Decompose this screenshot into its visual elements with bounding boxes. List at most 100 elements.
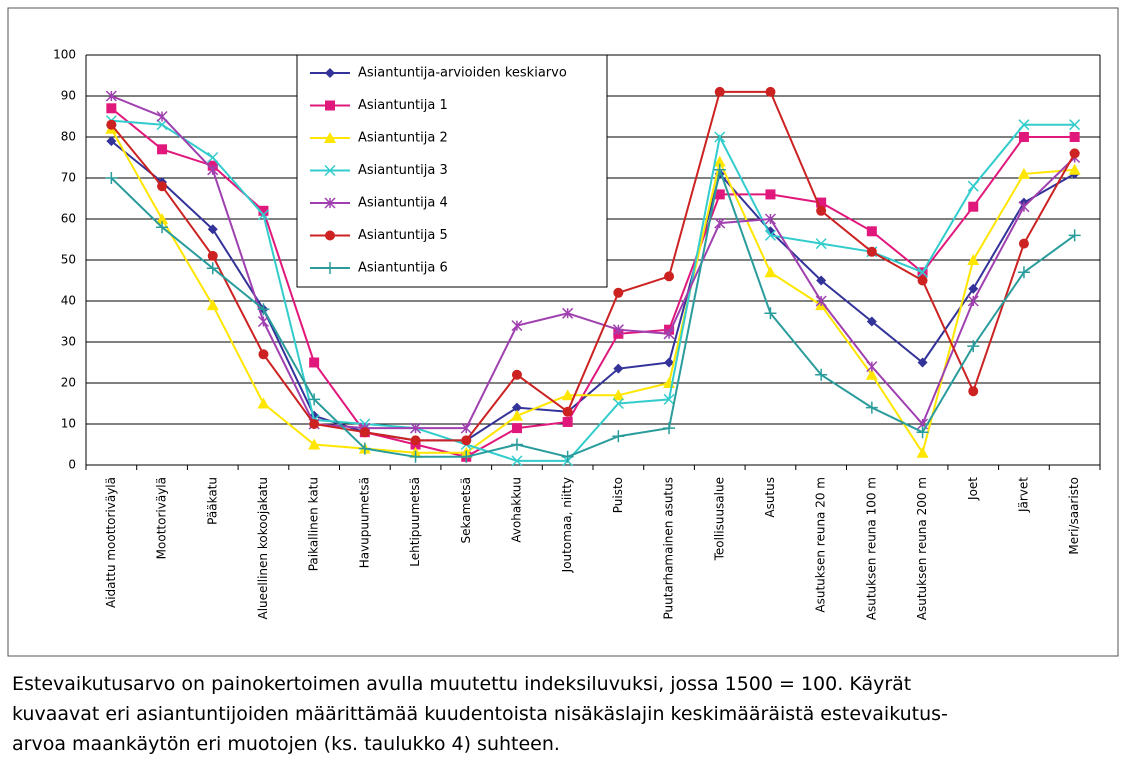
x-tick-label: Paikallinen katu: [307, 477, 321, 571]
marker: [207, 224, 218, 235]
x-tick-label: Asutuksen reuna 100 m: [864, 477, 878, 620]
x-tick-label: Asutus: [763, 477, 777, 518]
marker: [1018, 238, 1029, 249]
marker: [917, 275, 928, 286]
marker: [309, 357, 320, 368]
marker: [664, 357, 675, 368]
x-tick-label: Joutomaa, niitty: [560, 477, 574, 573]
legend-label: Asiantuntija 6: [358, 261, 448, 276]
marker: [409, 450, 422, 463]
marker: [156, 213, 169, 224]
marker: [967, 340, 980, 353]
marker: [511, 320, 523, 332]
marker: [865, 368, 878, 380]
marker: [257, 209, 269, 221]
marker: [105, 90, 117, 102]
marker: [257, 397, 270, 409]
marker: [562, 416, 573, 427]
series-line: [110, 95, 1076, 430]
marker: [410, 422, 422, 434]
marker: [561, 389, 574, 401]
x-tick-label: Avohakkuu: [509, 477, 523, 543]
marker: [714, 189, 725, 200]
marker: [967, 254, 980, 265]
marker: [207, 164, 219, 176]
y-tick-label: 20: [61, 376, 76, 390]
y-tick-label: 50: [61, 253, 76, 267]
marker: [866, 316, 877, 327]
marker: [461, 435, 472, 446]
caption-line: Estevaikutusarvo on painokertoimen avull…: [12, 673, 911, 695]
marker: [815, 368, 828, 381]
legend-label: Asiantuntija-arvioiden keskiarvo: [358, 66, 567, 81]
x-tick-label: Aidattu moottoriväylä: [104, 477, 118, 608]
marker: [713, 163, 726, 176]
series-line: [110, 128, 1075, 456]
marker: [1068, 229, 1081, 242]
marker: [206, 299, 219, 311]
marker: [1018, 119, 1030, 131]
marker: [866, 361, 878, 373]
marker: [917, 357, 928, 368]
legend-label: Asiantuntija 1: [358, 98, 448, 113]
marker: [663, 422, 676, 435]
legend-label: Asiantuntija 5: [358, 228, 448, 243]
caption-line: arvoa maankäytön eri muotojen (ks. taulu…: [12, 733, 560, 755]
marker: [325, 68, 335, 78]
y-tick-label: 40: [61, 294, 76, 308]
marker: [714, 131, 726, 143]
marker: [612, 430, 625, 443]
y-tick-label: 100: [53, 48, 76, 62]
marker: [511, 369, 522, 380]
legend-label: Asiantuntija 2: [358, 131, 448, 146]
x-tick-label: Asutuksen reuna 200 m: [915, 477, 929, 620]
marker: [106, 119, 117, 130]
marker: [713, 155, 726, 167]
marker: [257, 315, 269, 328]
caption-line: kuvaavat eri asiantuntijoiden määrittämä…: [12, 703, 948, 725]
marker: [1069, 132, 1080, 142]
y-tick-label: 60: [61, 212, 76, 226]
x-tick-label: Meri/saaristo: [1067, 477, 1081, 555]
y-tick-label: 30: [61, 335, 76, 349]
x-tick-label: Havupuumetsä: [357, 477, 371, 568]
marker: [511, 455, 523, 467]
marker: [511, 402, 522, 413]
marker: [258, 349, 269, 360]
marker: [765, 86, 776, 97]
marker: [324, 164, 336, 177]
series-line: [110, 166, 1076, 458]
marker: [358, 442, 371, 455]
marker: [816, 205, 827, 216]
y-tick-label: 10: [61, 417, 76, 431]
marker: [968, 386, 979, 397]
marker: [967, 295, 979, 307]
marker: [156, 221, 169, 234]
marker: [968, 283, 979, 294]
marker: [207, 250, 218, 261]
marker: [816, 197, 827, 208]
marker: [815, 295, 827, 307]
x-tick-label: Moottoriväylä: [155, 477, 169, 559]
marker: [613, 363, 624, 374]
marker: [156, 110, 168, 123]
x-tick-label: Asutuksen reuna 20 m: [814, 477, 828, 613]
marker: [765, 189, 776, 200]
marker: [105, 172, 118, 184]
marker: [714, 86, 725, 97]
marker: [865, 401, 878, 414]
y-tick-label: 90: [61, 89, 76, 103]
marker: [460, 450, 473, 463]
x-tick-label: Puisto: [611, 477, 625, 513]
marker: [866, 226, 877, 237]
marker: [967, 180, 979, 192]
x-tick-label: Joet: [966, 477, 980, 501]
series-line: [110, 107, 1075, 458]
marker: [764, 213, 776, 225]
marker: [157, 181, 168, 192]
series-line: [111, 119, 1075, 462]
marker: [207, 151, 219, 164]
frame: [7, 7, 1119, 657]
marker: [325, 100, 335, 111]
